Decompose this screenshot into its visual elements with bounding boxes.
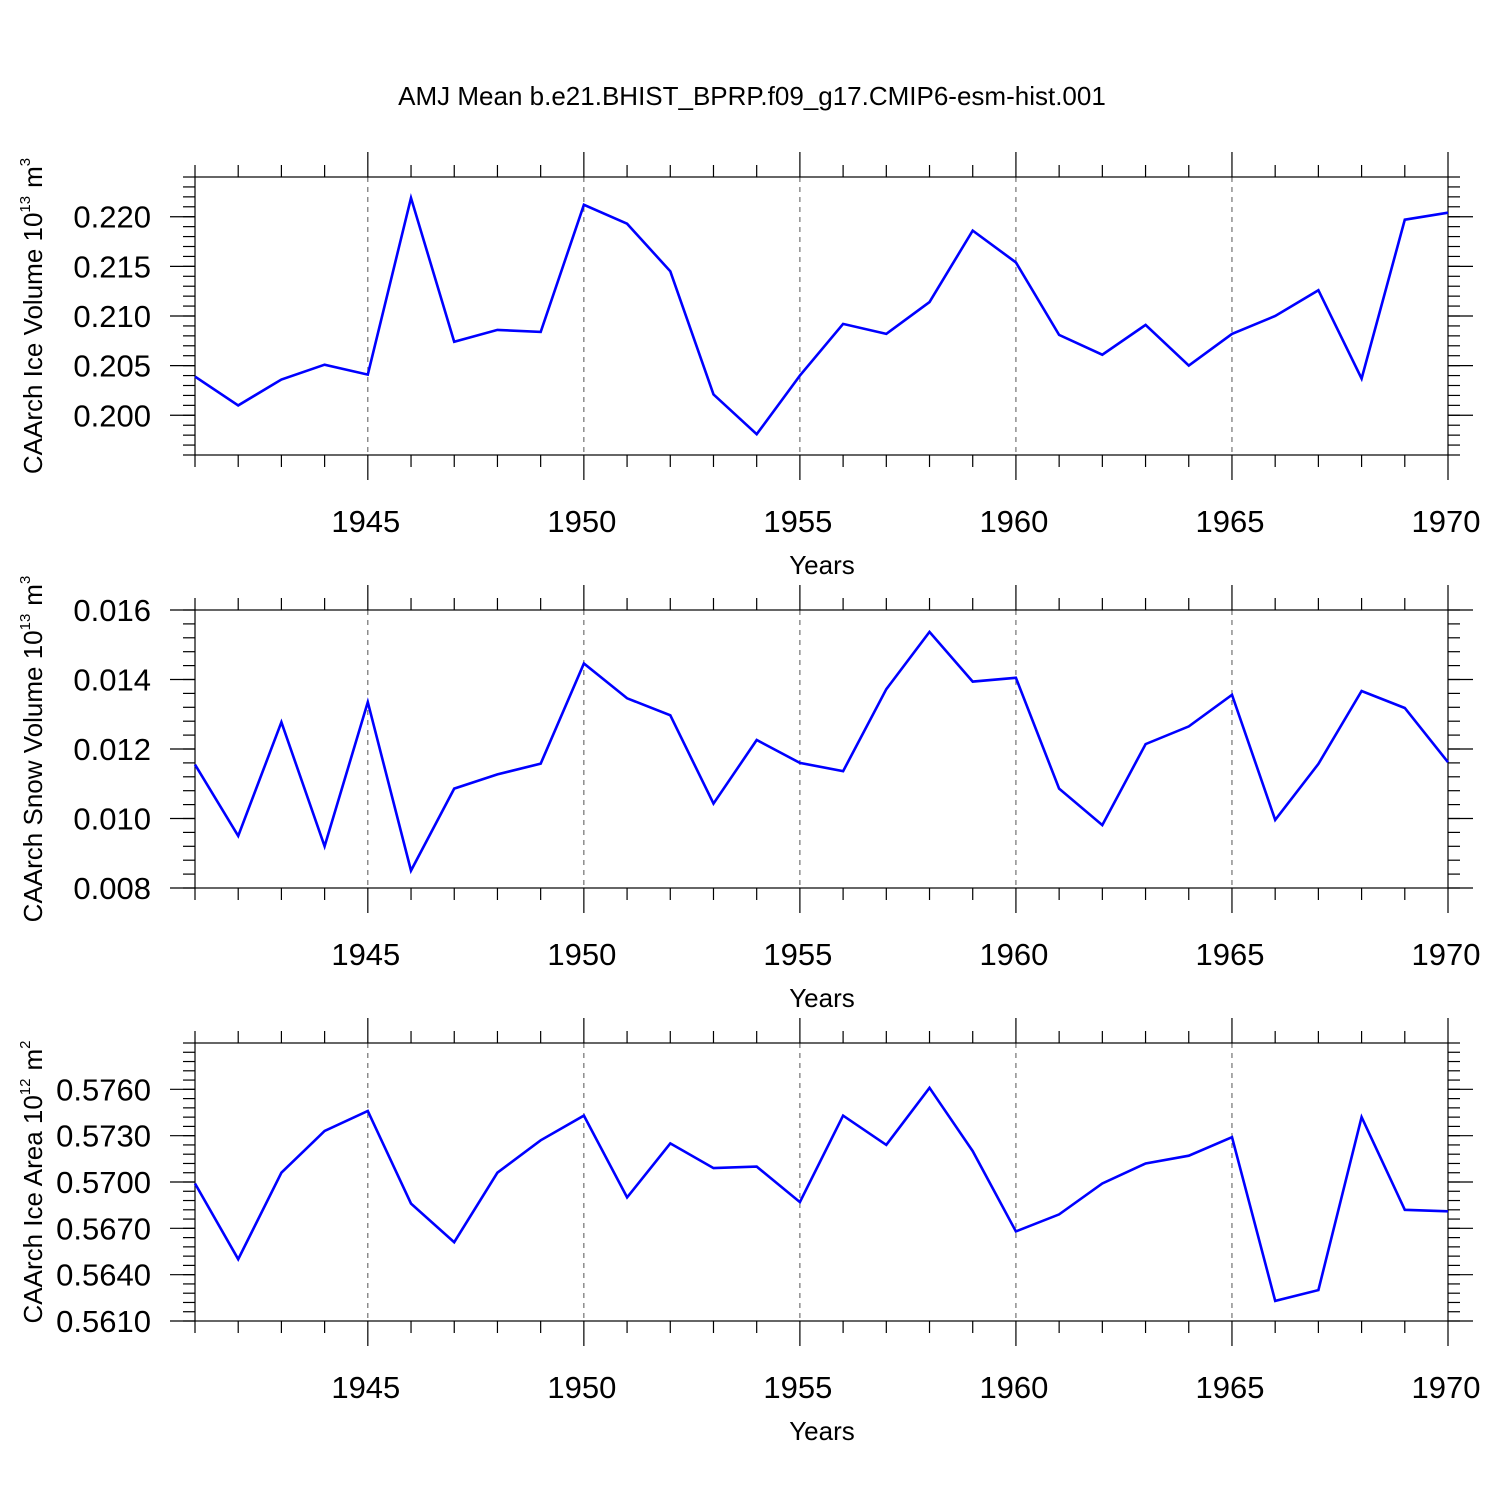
- y-axis-label-unit: m: [18, 584, 48, 606]
- chart-panel-3: 0.5610 0.5640 0.5670 0.5700 0.5730 0.5760 1945…: [17, 1018, 1480, 1446]
- y-tick-label: 0.210: [73, 299, 151, 334]
- y-axis-label-unit: m: [18, 1049, 48, 1071]
- y-tick-label: 0.5610: [56, 1304, 151, 1339]
- panels: 0.200 0.205 0.210 0.215 0.220 1945 1950 1955 196…: [17, 152, 1480, 1446]
- x-tick-label: 1965: [1195, 504, 1264, 539]
- y-axis-label-unit-exponent: 3: [17, 158, 34, 166]
- y-tick-label: 0.016: [73, 593, 151, 628]
- y-tick-label: 0.5730: [56, 1119, 151, 1154]
- x-axis-label: Years: [789, 983, 855, 1013]
- y-axis-label-text: CAArch Ice Area 10: [18, 1095, 48, 1323]
- y-axis-label: CAArch Snow Volume 1013 m3: [17, 576, 48, 923]
- chart-panel-1: 0.200 0.205 0.210 0.215 0.220 1945 1950 1955 196…: [17, 152, 1480, 580]
- data-line: [193, 1085, 1449, 1303]
- y-tick-label: 0.008: [73, 871, 151, 906]
- x-axis-label: Years: [789, 550, 855, 580]
- data-line: [194, 192, 1449, 437]
- y-axis-label-unit-exponent: 3: [17, 576, 34, 584]
- x-tick-label: 1945: [331, 504, 400, 539]
- y-axis-label-text: CAArch Snow Volume 10: [18, 630, 48, 922]
- x-tick-label: 1965: [1195, 1370, 1264, 1405]
- x-tick-label: 1950: [547, 504, 616, 539]
- y-axis-label-exponent: 13: [17, 196, 34, 213]
- y-axis-label: CAArch Ice Volume 1013 m3: [17, 158, 48, 474]
- y-tick-label: 0.220: [73, 200, 151, 235]
- x-tick-label: 1960: [979, 504, 1048, 539]
- x-tick-label: 1945: [331, 1370, 400, 1405]
- y-tick-label: 0.012: [73, 732, 151, 767]
- y-axis-label: CAArch Ice Area 1012 m2: [17, 1040, 48, 1323]
- y-axis-label-unit-exponent: 2: [17, 1040, 34, 1048]
- y-axis-label-unit: m: [18, 166, 48, 188]
- y-axis-label-exponent: 12: [17, 1078, 34, 1095]
- y-tick-label: 0.5700: [56, 1165, 151, 1200]
- y-tick-label: 0.5670: [56, 1211, 151, 1246]
- y-tick-label: 0.010: [73, 802, 151, 837]
- x-tick-label: 1965: [1195, 937, 1264, 972]
- x-axis-label: Years: [789, 1416, 855, 1446]
- x-tick-label: 1950: [547, 937, 616, 972]
- x-tick-label: 1955: [763, 937, 832, 972]
- x-tick-label: 1960: [979, 1370, 1048, 1405]
- y-tick-label: 0.014: [73, 663, 151, 698]
- y-tick-label: 0.5640: [56, 1258, 151, 1293]
- x-tick-label: 1970: [1412, 504, 1481, 539]
- x-tick-label: 1945: [331, 937, 400, 972]
- x-tick-label: 1955: [763, 1370, 832, 1405]
- chart-title: AMJ Mean b.e21.BHIST_BPRP.f09_g17.CMIP6-…: [398, 81, 1106, 111]
- y-axis-label-text: CAArch Ice Volume 10: [18, 213, 48, 475]
- y-tick-label: 0.5760: [56, 1072, 151, 1107]
- x-tick-label: 1970: [1412, 1370, 1481, 1405]
- y-axis-label-exponent: 13: [17, 614, 34, 631]
- y-tick-label: 0.205: [73, 349, 151, 384]
- x-tick-label: 1950: [547, 1370, 616, 1405]
- data-line: [193, 629, 1450, 875]
- y-tick-label: 0.200: [73, 398, 151, 433]
- y-tick-label: 0.215: [73, 249, 151, 284]
- x-tick-label: 1960: [979, 937, 1048, 972]
- x-tick-label: 1955: [763, 504, 832, 539]
- x-tick-label: 1970: [1412, 937, 1481, 972]
- chart-panel-2: 0.008 0.010 0.012 0.014 0.016 1945 1950 1955 196…: [17, 576, 1480, 1013]
